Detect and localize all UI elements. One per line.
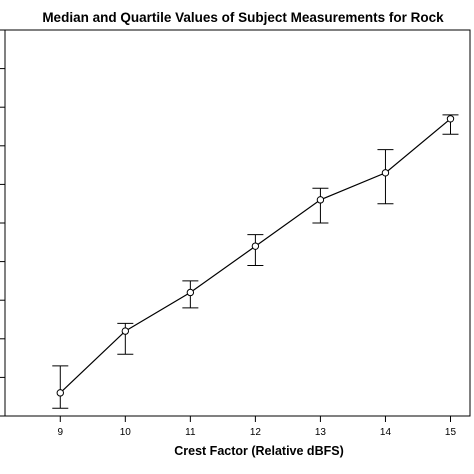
median-point-15 <box>446 115 455 123</box>
median-markers <box>56 115 455 397</box>
x-tick-label-15: 15 <box>445 427 457 438</box>
chart-title: Median and Quartile Values of Subject Me… <box>42 10 444 25</box>
x-tick-label-13: 13 <box>315 427 327 438</box>
plot-area <box>4 29 471 417</box>
error-bars <box>52 114 459 409</box>
x-tick-label-14: 14 <box>380 427 392 438</box>
x-tick-label-12: 12 <box>250 427 262 438</box>
median-point-14 <box>381 169 390 177</box>
median-point-9 <box>56 389 64 397</box>
median-point-10 <box>121 327 130 335</box>
x-tick-label-9: 9 <box>57 427 63 438</box>
x-axis-tick-labels: 9 10 11 12 13 14 15 <box>57 427 456 438</box>
x-axis-ticks <box>59 416 451 422</box>
median-point-11 <box>186 288 195 297</box>
x-tick-label-11: 11 <box>185 427 196 438</box>
y-axis-ticks <box>0 29 5 417</box>
x-axis-label: Crest Factor (Relative dBFS) <box>174 444 343 458</box>
median-point-13 <box>316 196 325 204</box>
x-tick-label-10: 10 <box>120 427 132 438</box>
median-point-12 <box>251 242 260 250</box>
